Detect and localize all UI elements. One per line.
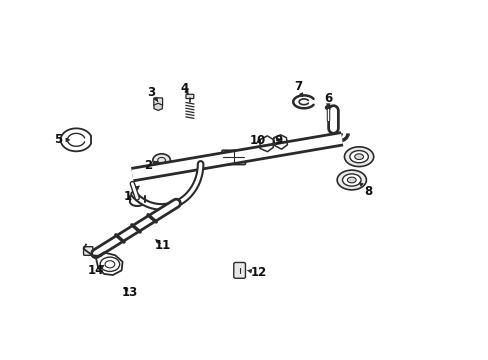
- Ellipse shape: [346, 177, 355, 183]
- FancyBboxPatch shape: [185, 94, 193, 99]
- Ellipse shape: [354, 154, 363, 159]
- Polygon shape: [154, 103, 162, 111]
- Circle shape: [153, 154, 170, 167]
- Text: 2: 2: [143, 159, 158, 172]
- Text: 14: 14: [88, 264, 104, 277]
- Text: 4: 4: [181, 82, 189, 95]
- Circle shape: [325, 105, 330, 110]
- FancyBboxPatch shape: [233, 262, 245, 278]
- Ellipse shape: [336, 170, 366, 190]
- Text: 5: 5: [54, 133, 69, 146]
- Text: 8: 8: [359, 183, 372, 198]
- Text: 7: 7: [293, 80, 302, 96]
- Text: 6: 6: [324, 92, 332, 108]
- Ellipse shape: [344, 147, 373, 167]
- Ellipse shape: [342, 174, 360, 186]
- Text: 11: 11: [154, 239, 170, 252]
- Text: 1: 1: [123, 186, 139, 203]
- FancyBboxPatch shape: [154, 98, 162, 106]
- Text: 10: 10: [249, 134, 265, 147]
- Text: 13: 13: [122, 287, 138, 300]
- Text: 9: 9: [274, 134, 282, 147]
- Text: 12: 12: [247, 266, 267, 279]
- Text: 3: 3: [146, 86, 158, 101]
- FancyBboxPatch shape: [83, 247, 93, 255]
- Ellipse shape: [349, 150, 367, 163]
- FancyBboxPatch shape: [222, 150, 245, 165]
